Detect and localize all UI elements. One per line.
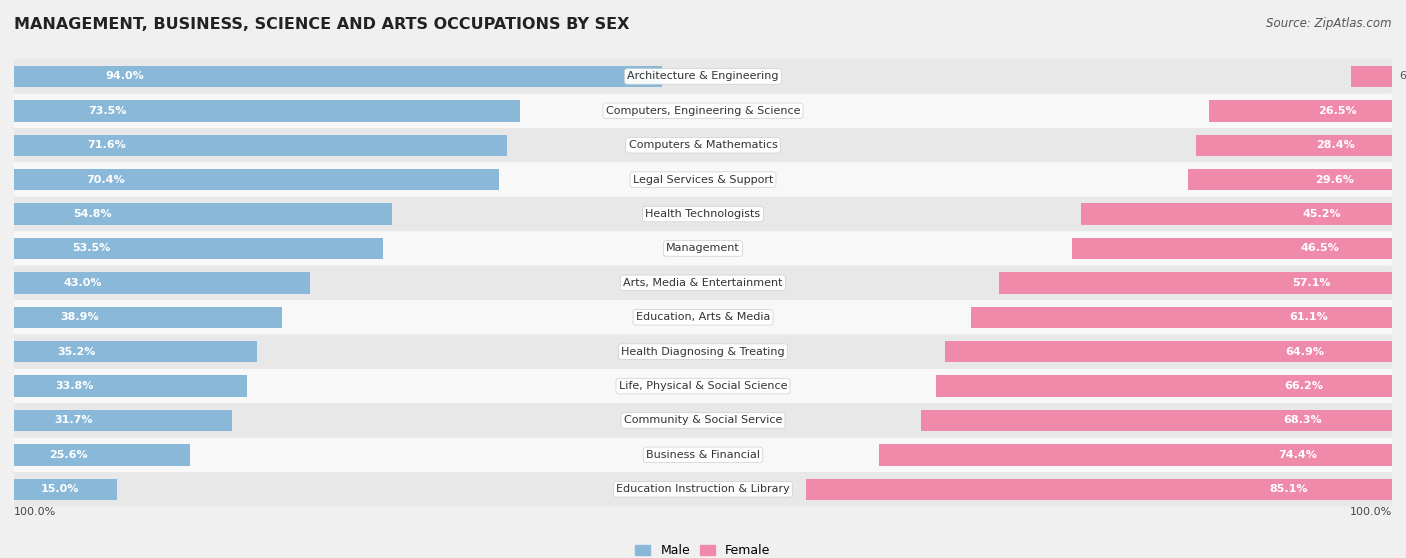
Text: 46.5%: 46.5% bbox=[1301, 243, 1340, 253]
Text: Health Diagnosing & Treating: Health Diagnosing & Treating bbox=[621, 347, 785, 357]
Bar bbox=[14, 134, 508, 156]
Text: 33.8%: 33.8% bbox=[56, 381, 94, 391]
Text: 54.8%: 54.8% bbox=[73, 209, 111, 219]
Bar bbox=[1197, 134, 1392, 156]
Bar bbox=[14, 203, 392, 225]
Text: Life, Physical & Social Science: Life, Physical & Social Science bbox=[619, 381, 787, 391]
Text: 94.0%: 94.0% bbox=[105, 71, 145, 81]
Text: 28.4%: 28.4% bbox=[1316, 140, 1355, 150]
Text: Legal Services & Support: Legal Services & Support bbox=[633, 175, 773, 185]
FancyBboxPatch shape bbox=[14, 437, 1392, 472]
Text: 43.0%: 43.0% bbox=[63, 278, 101, 288]
FancyBboxPatch shape bbox=[14, 266, 1392, 300]
Text: 35.2%: 35.2% bbox=[56, 347, 96, 357]
Text: Source: ZipAtlas.com: Source: ZipAtlas.com bbox=[1267, 17, 1392, 30]
FancyBboxPatch shape bbox=[14, 369, 1392, 403]
Text: 53.5%: 53.5% bbox=[72, 243, 110, 253]
Text: Education, Arts & Media: Education, Arts & Media bbox=[636, 312, 770, 323]
FancyBboxPatch shape bbox=[14, 128, 1392, 162]
Text: Community & Social Service: Community & Social Service bbox=[624, 416, 782, 425]
Text: Education Instruction & Library: Education Instruction & Library bbox=[616, 484, 790, 494]
Text: 57.1%: 57.1% bbox=[1292, 278, 1331, 288]
FancyBboxPatch shape bbox=[14, 59, 1392, 94]
Bar bbox=[1188, 169, 1392, 190]
Text: 70.4%: 70.4% bbox=[86, 175, 125, 185]
FancyBboxPatch shape bbox=[14, 403, 1392, 437]
FancyBboxPatch shape bbox=[14, 472, 1392, 507]
Bar bbox=[879, 444, 1392, 465]
Text: Health Technologists: Health Technologists bbox=[645, 209, 761, 219]
Bar bbox=[14, 238, 382, 259]
Text: Architecture & Engineering: Architecture & Engineering bbox=[627, 71, 779, 81]
Bar bbox=[936, 376, 1392, 397]
Text: 38.9%: 38.9% bbox=[60, 312, 98, 323]
Text: 71.6%: 71.6% bbox=[87, 140, 125, 150]
Bar bbox=[14, 410, 232, 431]
Bar bbox=[14, 306, 283, 328]
FancyBboxPatch shape bbox=[14, 334, 1392, 369]
FancyBboxPatch shape bbox=[14, 197, 1392, 231]
Text: Computers, Engineering & Science: Computers, Engineering & Science bbox=[606, 106, 800, 116]
Bar bbox=[14, 66, 662, 87]
Text: 100.0%: 100.0% bbox=[1350, 507, 1392, 517]
Text: 100.0%: 100.0% bbox=[14, 507, 56, 517]
Text: 61.1%: 61.1% bbox=[1289, 312, 1327, 323]
Bar bbox=[1071, 238, 1392, 259]
FancyBboxPatch shape bbox=[14, 300, 1392, 334]
Text: 29.6%: 29.6% bbox=[1315, 175, 1354, 185]
Bar bbox=[1081, 203, 1392, 225]
Bar bbox=[921, 410, 1392, 431]
Text: 73.5%: 73.5% bbox=[89, 106, 127, 116]
Bar bbox=[14, 341, 256, 362]
Text: 31.7%: 31.7% bbox=[53, 416, 93, 425]
Text: 15.0%: 15.0% bbox=[41, 484, 79, 494]
Text: 64.9%: 64.9% bbox=[1285, 347, 1324, 357]
Text: Business & Financial: Business & Financial bbox=[645, 450, 761, 460]
Bar bbox=[14, 479, 117, 500]
Text: 45.2%: 45.2% bbox=[1302, 209, 1341, 219]
Text: 68.3%: 68.3% bbox=[1284, 416, 1322, 425]
Text: 85.1%: 85.1% bbox=[1270, 484, 1308, 494]
FancyBboxPatch shape bbox=[14, 231, 1392, 266]
FancyBboxPatch shape bbox=[14, 94, 1392, 128]
Bar bbox=[806, 479, 1392, 500]
Text: Computers & Mathematics: Computers & Mathematics bbox=[628, 140, 778, 150]
Bar bbox=[14, 444, 190, 465]
Bar bbox=[14, 100, 520, 122]
Text: 25.6%: 25.6% bbox=[49, 450, 87, 460]
Text: MANAGEMENT, BUSINESS, SCIENCE AND ARTS OCCUPATIONS BY SEX: MANAGEMENT, BUSINESS, SCIENCE AND ARTS O… bbox=[14, 17, 630, 32]
Text: Management: Management bbox=[666, 243, 740, 253]
Legend: Male, Female: Male, Female bbox=[630, 539, 776, 558]
Text: 74.4%: 74.4% bbox=[1278, 450, 1316, 460]
Bar bbox=[1351, 66, 1392, 87]
Text: 26.5%: 26.5% bbox=[1317, 106, 1357, 116]
Text: 66.2%: 66.2% bbox=[1285, 381, 1323, 391]
Bar bbox=[14, 376, 247, 397]
Bar bbox=[1209, 100, 1392, 122]
Text: Arts, Media & Entertainment: Arts, Media & Entertainment bbox=[623, 278, 783, 288]
Bar bbox=[14, 169, 499, 190]
Bar bbox=[972, 306, 1392, 328]
Bar bbox=[945, 341, 1392, 362]
FancyBboxPatch shape bbox=[14, 162, 1392, 197]
Bar bbox=[14, 272, 311, 294]
Bar bbox=[998, 272, 1392, 294]
Text: 6.0%: 6.0% bbox=[1399, 71, 1406, 81]
